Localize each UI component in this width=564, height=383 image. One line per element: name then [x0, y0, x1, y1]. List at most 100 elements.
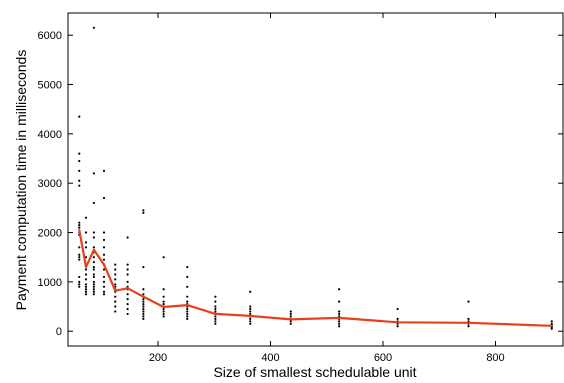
- data-point: [162, 310, 165, 313]
- data-point: [214, 300, 217, 303]
- data-point: [78, 152, 81, 155]
- data-point: [214, 317, 217, 320]
- data-point: [162, 295, 165, 298]
- data-point: [249, 320, 252, 323]
- data-point: [126, 293, 129, 296]
- data-point: [92, 201, 95, 205]
- x-axis-title: Size of smallest schedulable unit: [213, 364, 416, 380]
- data-point: [102, 231, 106, 234]
- data-point: [142, 265, 145, 269]
- data-point: [186, 317, 189, 320]
- data-point: [289, 310, 292, 313]
- data-point: [92, 261, 95, 264]
- x-tick-label: 600: [374, 352, 392, 364]
- data-point: [84, 273, 88, 276]
- data-point: [92, 172, 95, 175]
- data-point: [102, 258, 106, 261]
- plot-frame: [67, 12, 564, 347]
- data-point: [396, 317, 399, 320]
- data-point: [162, 302, 165, 306]
- data-point: [92, 273, 95, 276]
- data-point: [186, 285, 189, 288]
- data-point: [126, 268, 129, 271]
- data-point: [78, 179, 81, 182]
- data-point: [78, 280, 81, 283]
- data-point: [467, 317, 470, 320]
- data-point: [92, 246, 95, 249]
- average-line: [78, 229, 553, 327]
- y-tick-label: 5000: [38, 80, 62, 92]
- data-point: [214, 320, 217, 323]
- data-point: [92, 283, 95, 286]
- data-point: [214, 322, 217, 325]
- data-point: [114, 295, 117, 298]
- data-point: [186, 312, 189, 316]
- data-point: [78, 283, 81, 286]
- data-point: [162, 307, 165, 311]
- data-point: [249, 312, 252, 316]
- data-point: [102, 290, 106, 293]
- data-point: [102, 253, 106, 256]
- data-point: [78, 246, 81, 249]
- x-tick-label: 200: [149, 352, 167, 364]
- data-point: [114, 263, 117, 266]
- data-point: [142, 307, 145, 311]
- data-point: [186, 315, 189, 318]
- data-point: [78, 285, 81, 288]
- data-point: [338, 325, 341, 328]
- data-point: [78, 275, 81, 279]
- data-point: [102, 285, 106, 288]
- data-point: [186, 295, 189, 298]
- data-point: [84, 256, 88, 259]
- data-point: [214, 295, 217, 298]
- data-point: [84, 241, 88, 244]
- x-tick-label: 800: [486, 352, 504, 364]
- data-point: [84, 288, 88, 291]
- data-point: [78, 258, 81, 261]
- data-point: [78, 226, 81, 229]
- data-point: [396, 307, 399, 311]
- y-axis: 0 1000 2000 3000 4000 5000 6000: [38, 30, 563, 338]
- data-point: [289, 322, 292, 325]
- data-point: [102, 268, 106, 271]
- y-tick-label: 1000: [38, 277, 62, 289]
- data-point: [102, 169, 106, 172]
- data-point: [84, 283, 88, 286]
- data-point: [249, 310, 252, 313]
- data-point: [467, 325, 470, 328]
- data-point: [142, 310, 145, 313]
- data-point: [338, 320, 341, 323]
- data-point: [186, 300, 189, 303]
- data-point: [126, 236, 129, 239]
- data-point: [92, 268, 95, 271]
- data-point: [78, 253, 81, 256]
- data-point: [114, 273, 117, 276]
- data-point: [338, 300, 341, 303]
- data-point: [92, 290, 95, 293]
- scatter-points: [78, 26, 553, 330]
- data-point: [84, 268, 88, 271]
- data-point: [162, 315, 165, 318]
- y-tick-label: 3000: [38, 178, 62, 190]
- data-point: [186, 265, 189, 269]
- data-point: [162, 288, 165, 291]
- data-point: [142, 300, 145, 303]
- data-point: [78, 221, 81, 224]
- data-point: [142, 298, 145, 301]
- data-point: [84, 290, 88, 293]
- data-point: [114, 268, 117, 271]
- data-point: [84, 285, 88, 288]
- data-point: [162, 256, 165, 259]
- data-point: [114, 278, 117, 281]
- data-point: [142, 293, 145, 296]
- y-tick-label: 0: [56, 326, 62, 338]
- data-point: [114, 283, 117, 286]
- data-point: [126, 273, 129, 276]
- x-tick-label: 400: [261, 352, 279, 364]
- data-point: [92, 285, 95, 288]
- y-axis-title: Payment computation time in milliseconds: [13, 50, 29, 311]
- data-point: [142, 305, 145, 308]
- data-point: [249, 305, 252, 308]
- data-point: [550, 320, 553, 323]
